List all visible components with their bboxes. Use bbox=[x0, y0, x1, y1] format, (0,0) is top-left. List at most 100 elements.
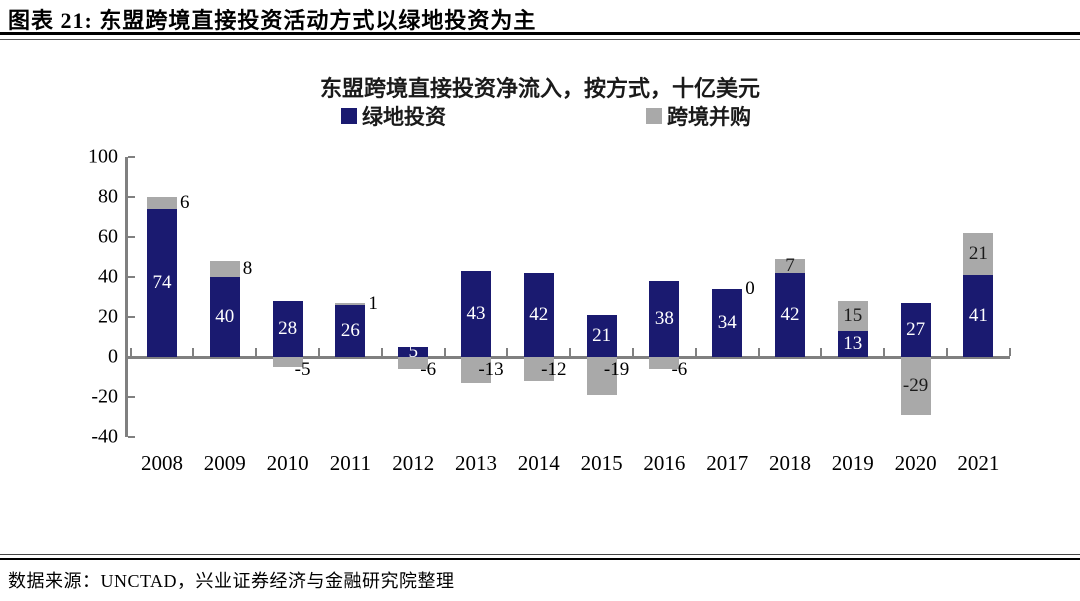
bar-greenfield-2017 bbox=[712, 289, 743, 357]
x-axis-tick bbox=[694, 348, 697, 356]
y-axis-tick-label: 60 bbox=[98, 225, 118, 248]
bar-value-label-greenfield-2021: 41 bbox=[968, 305, 988, 326]
y-axis-tick-label: -20 bbox=[91, 385, 118, 408]
bar-value-label-greenfield-2016: 38 bbox=[654, 308, 674, 329]
chart-title: 东盟跨境直接投资净流入，按方式，十亿美元 bbox=[319, 76, 760, 101]
bar-value-label-ma-2014: -12 bbox=[541, 359, 567, 380]
x-axis-tick bbox=[569, 348, 572, 356]
bar-value-label-ma-2011: 1 bbox=[368, 293, 378, 314]
bar-greenfield-2021 bbox=[963, 275, 994, 357]
bar-value-label-ma-2020: -29 bbox=[902, 375, 929, 396]
bar-ma-2012 bbox=[398, 357, 429, 369]
x-axis-tick-label: 2021 bbox=[957, 451, 1000, 475]
bar-value-label-greenfield-2009: 40 bbox=[215, 306, 235, 327]
y-axis-tick bbox=[128, 316, 135, 318]
bar-ma-2008 bbox=[147, 197, 177, 209]
y-axis-tick bbox=[128, 196, 135, 198]
header-divider-thin bbox=[0, 39, 1080, 40]
data-source-note: 数据来源：UNCTAD，兴业证券经济与金融研究院整理 bbox=[8, 571, 455, 591]
x-axis-tick-label: 2012 bbox=[392, 451, 435, 475]
bar-value-label-greenfield-2013: 43 bbox=[466, 303, 486, 324]
bar-ma-2018 bbox=[775, 259, 805, 273]
y-axis-tick bbox=[128, 396, 135, 398]
bar-value-label-greenfield-2014: 42 bbox=[529, 304, 549, 325]
bar-ma-2015 bbox=[586, 357, 617, 395]
bar-greenfield-2010 bbox=[272, 301, 303, 357]
bar-value-label-ma-2019: 15 bbox=[843, 305, 863, 326]
header-divider-thick bbox=[0, 32, 1080, 35]
x-axis-tick bbox=[1008, 348, 1011, 356]
legend-label-ma: 跨境并购 bbox=[667, 105, 751, 129]
y-axis-tick bbox=[128, 236, 135, 238]
figure-header-title: 图表 21: 东盟跨境直接投资活动方式以绿地投资为主 bbox=[8, 8, 537, 33]
bar-value-label-greenfield-2015: 21 bbox=[592, 325, 612, 346]
x-axis-tick-label: 2019 bbox=[831, 451, 874, 475]
x-axis-tick-label: 2008 bbox=[141, 451, 183, 475]
bar-greenfield-2012 bbox=[398, 347, 429, 357]
bar-ma-2010 bbox=[272, 357, 303, 367]
bar-value-label-greenfield-2010: 28 bbox=[278, 318, 298, 339]
bar-ma-2020 bbox=[900, 357, 931, 415]
x-axis-tick-label: 2009 bbox=[203, 451, 246, 475]
x-axis-tick-label: 2013 bbox=[455, 451, 497, 475]
y-axis-tick-label: 20 bbox=[98, 305, 118, 328]
bar-value-label-ma-2016: -6 bbox=[671, 359, 688, 380]
y-axis-tick-label: 100 bbox=[88, 145, 118, 168]
legend-item-greenfield: 绿地投资 bbox=[341, 104, 446, 129]
bar-greenfield-2013 bbox=[461, 271, 491, 357]
bar-ma-2009 bbox=[209, 261, 240, 277]
x-axis-tick-label: 2011 bbox=[329, 451, 372, 475]
x-axis-tick bbox=[380, 348, 383, 356]
y-axis-tick bbox=[128, 436, 135, 438]
x-axis-tick-label: 2010 bbox=[266, 451, 309, 475]
x-axis-tick bbox=[318, 348, 320, 356]
bar-greenfield-2008 bbox=[147, 209, 177, 357]
x-axis-tick-label: 2015 bbox=[580, 451, 623, 475]
y-axis-tick bbox=[128, 156, 135, 158]
bar-value-label-ma-2021: 21 bbox=[968, 243, 988, 264]
x-axis-tick-label: 2018 bbox=[769, 451, 811, 475]
bar-value-label-ma-2012: -6 bbox=[420, 359, 437, 380]
y-axis-tick bbox=[128, 276, 135, 278]
x-axis-tick bbox=[129, 348, 132, 356]
bar-ma-2014 bbox=[523, 357, 554, 381]
bar-value-label-greenfield-2008: 74 bbox=[152, 272, 172, 293]
x-axis-tick-label: 2016 bbox=[643, 451, 686, 475]
x-axis-tick bbox=[757, 348, 760, 356]
bar-ma-2019 bbox=[837, 301, 868, 331]
bar-greenfield-2016 bbox=[649, 281, 680, 357]
bar-greenfield-2015 bbox=[586, 315, 617, 357]
footer-divider-thick bbox=[0, 558, 1080, 560]
x-axis-tick-label: 2017 bbox=[706, 451, 749, 475]
bar-value-label-ma-2018: 7 bbox=[785, 255, 795, 276]
bar-value-label-greenfield-2017: 34 bbox=[717, 312, 737, 333]
bar-value-label-greenfield-2020: 27 bbox=[906, 319, 926, 340]
y-axis-tick-label: 80 bbox=[98, 185, 118, 208]
x-axis-tick bbox=[632, 348, 634, 356]
bar-ma-2021 bbox=[963, 233, 994, 275]
x-axis-tick bbox=[506, 348, 509, 356]
y-axis-tick-label: -40 bbox=[91, 425, 118, 448]
bar-greenfield-2014 bbox=[523, 273, 554, 357]
bar-ma-2016 bbox=[649, 357, 680, 369]
x-axis-tick bbox=[255, 348, 258, 356]
bar-greenfield-2019 bbox=[837, 331, 868, 357]
y-axis-tick-label: 40 bbox=[98, 265, 118, 288]
bar-ma-2011 bbox=[335, 303, 366, 305]
legend-label-greenfield: 绿地投资 bbox=[362, 105, 446, 129]
bar-value-label-ma-2010: -5 bbox=[294, 359, 311, 380]
x-axis-tick bbox=[443, 348, 446, 356]
x-axis-tick bbox=[192, 348, 195, 356]
x-axis-tick bbox=[820, 348, 823, 356]
bar-greenfield-2018 bbox=[775, 273, 805, 357]
bar-ma-2013 bbox=[461, 357, 491, 383]
legend-swatch-ma-icon bbox=[646, 108, 662, 124]
bar-value-label-greenfield-2011: 26 bbox=[340, 320, 360, 341]
x-axis-tick bbox=[883, 348, 886, 356]
x-axis-tick-label: 2014 bbox=[517, 451, 560, 475]
bar-greenfield-2011 bbox=[335, 305, 366, 357]
y-axis-tick bbox=[128, 356, 135, 358]
bar-value-label-greenfield-2018: 42 bbox=[780, 304, 800, 325]
x-axis-tick bbox=[946, 348, 948, 356]
